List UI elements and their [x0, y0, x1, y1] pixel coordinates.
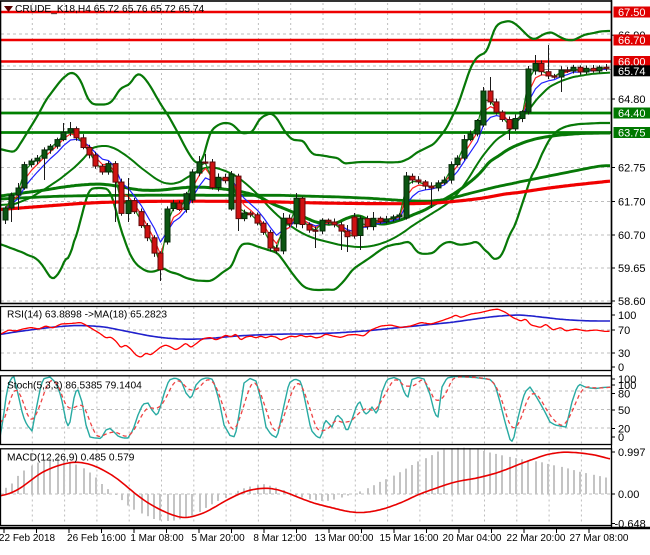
- svg-text:63.75: 63.75: [618, 128, 646, 140]
- svg-text:60.70: 60.70: [618, 230, 646, 242]
- svg-text:0.00: 0.00: [618, 489, 639, 501]
- svg-text:MACD(12,26,9) 0.485 0.579: MACD(12,26,9) 0.485 0.579: [7, 453, 135, 464]
- svg-text:1 Mar 08:00: 1 Mar 08:00: [130, 533, 184, 544]
- svg-text:27 Mar 08:00: 27 Mar 08:00: [570, 533, 629, 544]
- svg-text:-0.648: -0.648: [615, 519, 646, 531]
- svg-text:30: 30: [618, 348, 630, 360]
- svg-text:58.60: 58.60: [618, 296, 646, 308]
- svg-text:66.70: 66.70: [618, 35, 646, 47]
- svg-text:20 Mar 04:00: 20 Mar 04:00: [443, 533, 502, 544]
- svg-text:22 Feb 2018: 22 Feb 2018: [0, 533, 56, 544]
- svg-text:0: 0: [618, 362, 624, 374]
- svg-text:22 Mar 20:00: 22 Mar 20:00: [507, 533, 566, 544]
- svg-text:50: 50: [618, 405, 630, 417]
- svg-text:RSI(14) 63.8898 ->MA(18) 65.2: RSI(14) 63.8898 ->MA(18) 65.2823: [7, 310, 167, 321]
- svg-text:13 Mar 00:00: 13 Mar 00:00: [315, 533, 374, 544]
- svg-text:65.74: 65.74: [618, 66, 646, 78]
- svg-text:15 Mar 16:00: 15 Mar 16:00: [380, 533, 439, 544]
- svg-text:64.40: 64.40: [618, 108, 646, 120]
- svg-text:8 Mar 12:00: 8 Mar 12:00: [253, 533, 307, 544]
- svg-text:61.70: 61.70: [618, 197, 646, 209]
- svg-text:26 Feb 16:00: 26 Feb 16:00: [67, 533, 126, 544]
- svg-text:100: 100: [618, 310, 636, 322]
- svg-text:Stoch(5,3,3) 86.5385 79.1404: Stoch(5,3,3) 86.5385 79.1404: [7, 381, 142, 392]
- svg-text:59.65: 59.65: [618, 263, 646, 275]
- svg-text:62.75: 62.75: [618, 163, 646, 175]
- svg-text:70: 70: [618, 325, 630, 337]
- svg-text:80: 80: [618, 389, 630, 401]
- svg-text:67.50: 67.50: [618, 7, 646, 19]
- svg-text:0.997: 0.997: [618, 447, 646, 459]
- svg-text:64.80: 64.80: [618, 94, 646, 106]
- svg-text:CRUDE_K18,H4 65.72 65.76 65.7: CRUDE_K18,H4 65.72 65.76 65.72 65.74: [15, 4, 204, 15]
- svg-text:5 Mar 20:00: 5 Mar 20:00: [191, 533, 245, 544]
- svg-text:0: 0: [618, 432, 624, 444]
